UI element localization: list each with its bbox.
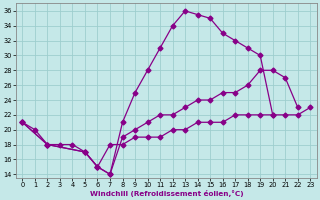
X-axis label: Windchill (Refroidissement éolien,°C): Windchill (Refroidissement éolien,°C) [90,190,243,197]
